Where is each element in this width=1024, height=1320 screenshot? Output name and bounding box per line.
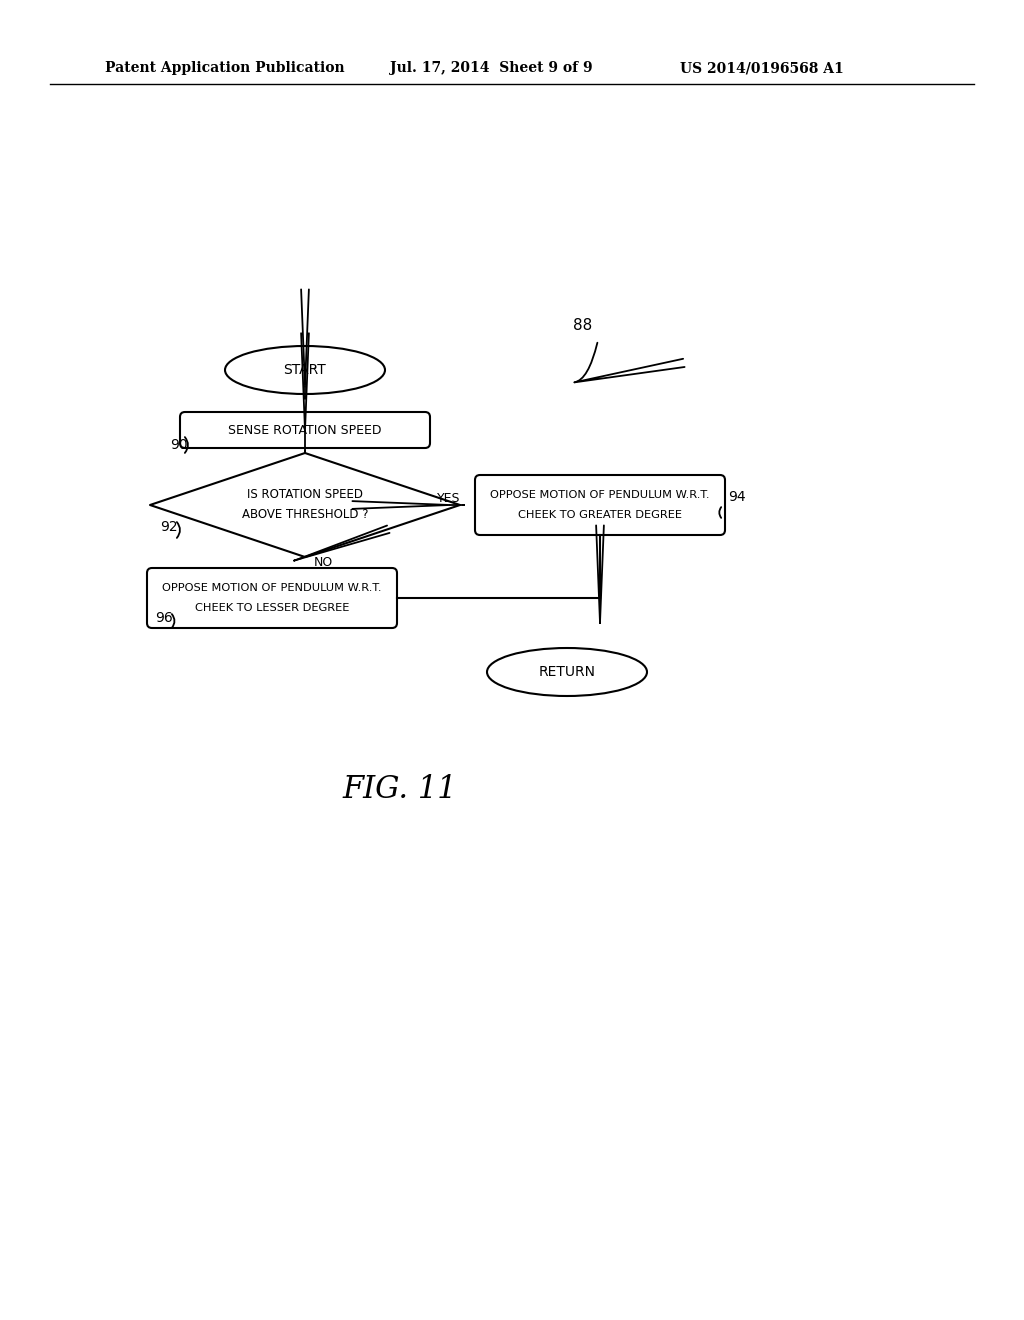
Text: 90: 90 <box>170 438 187 451</box>
Text: OPPOSE MOTION OF PENDULUM W.R.T.: OPPOSE MOTION OF PENDULUM W.R.T. <box>490 490 710 500</box>
Text: Jul. 17, 2014  Sheet 9 of 9: Jul. 17, 2014 Sheet 9 of 9 <box>390 61 593 75</box>
Ellipse shape <box>225 346 385 393</box>
Text: 88: 88 <box>573 318 592 333</box>
Text: RETURN: RETURN <box>539 665 596 678</box>
FancyBboxPatch shape <box>180 412 430 447</box>
Text: US 2014/0196568 A1: US 2014/0196568 A1 <box>680 61 844 75</box>
Text: IS ROTATION SPEED: IS ROTATION SPEED <box>247 488 362 502</box>
Text: CHEEK TO LESSER DEGREE: CHEEK TO LESSER DEGREE <box>195 603 349 612</box>
Text: YES: YES <box>437 491 461 504</box>
Ellipse shape <box>487 648 647 696</box>
Text: FIG. 11: FIG. 11 <box>343 775 458 805</box>
Text: SENSE ROTATION SPEED: SENSE ROTATION SPEED <box>228 424 382 437</box>
FancyBboxPatch shape <box>475 475 725 535</box>
Text: OPPOSE MOTION OF PENDULUM W.R.T.: OPPOSE MOTION OF PENDULUM W.R.T. <box>162 583 382 593</box>
Text: 92: 92 <box>160 520 177 535</box>
Text: ABOVE THRESHOLD ?: ABOVE THRESHOLD ? <box>242 508 369 521</box>
Text: 94: 94 <box>728 490 745 504</box>
Text: 96: 96 <box>155 611 173 624</box>
Text: CHEEK TO GREATER DEGREE: CHEEK TO GREATER DEGREE <box>518 510 682 520</box>
Text: NO: NO <box>314 556 333 569</box>
Text: Patent Application Publication: Patent Application Publication <box>105 61 345 75</box>
FancyBboxPatch shape <box>147 568 397 628</box>
Text: START: START <box>284 363 327 378</box>
